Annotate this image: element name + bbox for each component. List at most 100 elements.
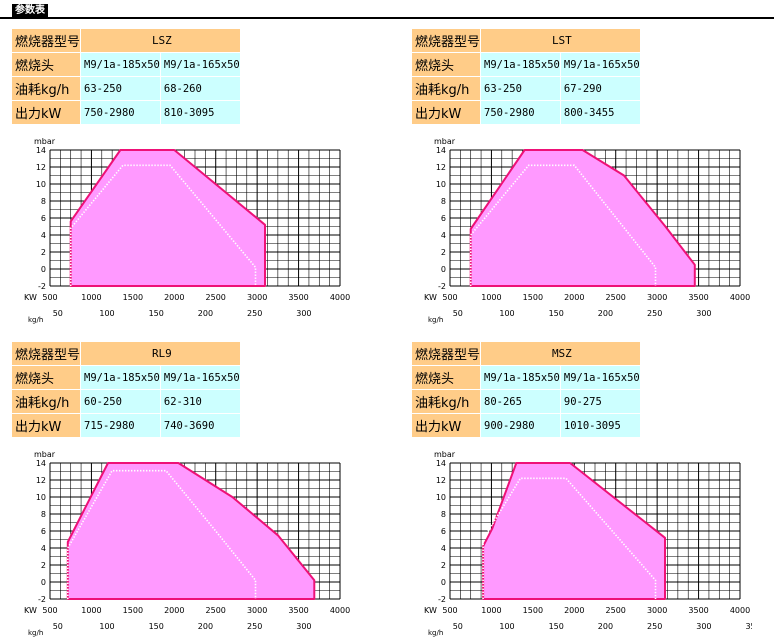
row-value: M9/1a-185x50 (481, 366, 561, 390)
y-tick-label: 4 (441, 544, 446, 553)
y-tick-label: 12 (36, 163, 46, 172)
y-tick-label: 10 (436, 180, 446, 189)
y-axis-label: mbar (434, 450, 456, 459)
y-tick-label: 14 (36, 146, 46, 155)
x2-tick-label: 100 (499, 622, 514, 631)
x-axis-label: KW (424, 293, 437, 302)
table-row: 燃烧器型号 MSZ (412, 342, 641, 366)
series-area (482, 462, 666, 600)
y-axis-label: mbar (34, 450, 56, 459)
row-label: 油耗kg/h (412, 390, 482, 414)
y-tick-label: 0 (41, 578, 46, 587)
table-row: 出力kW 750-2980 800-3455 (412, 101, 641, 125)
row-label: 燃烧头 (412, 53, 482, 77)
series-area (69, 149, 266, 287)
table-row: 油耗kg/h 80-265 90-275 (412, 390, 641, 414)
series-dotted-line (66, 469, 257, 599)
x-tick-label: 1000 (481, 293, 501, 302)
x-tick-label: 1000 (81, 293, 101, 302)
x-tick-label: 3500 (288, 606, 308, 615)
row-value: 67-290 (560, 77, 641, 101)
y-tick-label: 8 (441, 510, 446, 519)
y-axis-label: mbar (434, 137, 456, 146)
y-tick-label: 12 (436, 163, 446, 172)
table-row: 油耗kg/h 63-250 67-290 (412, 77, 641, 101)
row-label: 燃烧头 (412, 366, 482, 390)
row-value: 750-2980 (481, 101, 561, 125)
x-tick-label: 3000 (647, 606, 667, 615)
series-dotted-line (482, 477, 657, 599)
y-tick-label: 0 (441, 265, 446, 274)
y-tick-label: 2 (441, 248, 446, 257)
x2-axis-label: kg/h (28, 316, 43, 324)
x2-tick-label: 50 (453, 309, 463, 318)
x-tick-label: 3000 (247, 293, 267, 302)
table-row: 燃烧头 M9/1a-185x50 M9/1a-165x50 (412, 366, 641, 390)
x2-tick-label: 300 (296, 622, 311, 631)
x2-tick-label: 150 (549, 622, 564, 631)
x2-tick-label: 300 (296, 309, 311, 318)
lst-spec-table: 燃烧器型号 LST 燃烧头 M9/1a-185x50 M9/1a-165x50 油耗kg/… (412, 29, 641, 125)
table-row: 燃烧器型号 LST (412, 29, 641, 53)
x2-tick-label: 200 (198, 309, 213, 318)
row-value: 750-2980 (81, 101, 161, 125)
x2-tick-label: 300 (696, 309, 711, 318)
y-tick-label: 12 (36, 476, 46, 485)
header-rule (0, 17, 774, 19)
row-value: 1010-3095 (560, 414, 641, 438)
y-tick-label: 14 (436, 459, 446, 468)
x2-tick-label: 150 (549, 309, 564, 318)
row-value: 900-2980 (481, 414, 561, 438)
x-tick-label: 3500 (688, 293, 708, 302)
x2-tick-label: 150 (149, 622, 164, 631)
x2-tick-label: 50 (53, 309, 63, 318)
y-tick-label: -2 (438, 595, 446, 604)
row-label: 出力kW (412, 414, 482, 438)
model-name: LST (481, 29, 641, 53)
x-tick-label: 2500 (606, 293, 626, 302)
table-row: 燃烧头 M9/1a-185x50 M9/1a-165x50 (412, 53, 641, 77)
y-tick-label: 4 (441, 231, 446, 240)
row-label: 油耗kg/h (12, 390, 82, 414)
x-tick-label: 1500 (523, 606, 543, 615)
x-tick-label: 3500 (288, 293, 308, 302)
y-tick-label: 6 (41, 214, 46, 223)
x-tick-label: 500 (442, 606, 457, 615)
x-tick-label: 4000 (730, 606, 750, 615)
series-area (66, 462, 316, 600)
x-tick-label: 1500 (123, 293, 143, 302)
y-tick-label: 10 (436, 493, 446, 502)
x-tick-label: 2000 (164, 293, 184, 302)
x-tick-label: 1500 (523, 293, 543, 302)
y-tick-label: 8 (441, 197, 446, 206)
x2-tick-label: 200 (198, 622, 213, 631)
x-tick-label: 1000 (81, 606, 101, 615)
x2-tick-label: 250 (247, 309, 262, 318)
rl9-spec-table: 燃烧器型号 RL9 燃烧头 M9/1a-185x50 M9/1a-165x50 油耗kg/… (12, 342, 241, 438)
x-tick-label: 1000 (481, 606, 501, 615)
row-label: 燃烧器型号 (12, 342, 82, 366)
y-tick-label: 2 (41, 248, 46, 257)
x2-tick-label: 50 (53, 622, 63, 631)
x2-tick-label: 200 (598, 622, 613, 631)
table-row: 出力kW 900-2980 1010-3095 (412, 414, 641, 438)
row-value: 90-275 (560, 390, 641, 414)
x-tick-label: 2000 (164, 606, 184, 615)
row-value: 715-2980 (81, 414, 161, 438)
row-value: M9/1a-165x50 (560, 53, 641, 77)
x-tick-label: 500 (442, 293, 457, 302)
x2-axis-label: kg/h (428, 629, 443, 637)
series-dotted-line (469, 164, 657, 286)
x2-tick-label: 350 (745, 622, 752, 631)
y-axis-label: mbar (34, 137, 56, 146)
row-label: 燃烧器型号 (12, 29, 82, 53)
x2-tick-label: 250 (647, 309, 662, 318)
series-dotted-line (69, 164, 257, 286)
y-tick-label: 4 (41, 231, 46, 240)
row-value: M9/1a-185x50 (481, 53, 561, 77)
row-value: 80-265 (481, 390, 561, 414)
x2-axis-label: kg/h (428, 316, 443, 324)
